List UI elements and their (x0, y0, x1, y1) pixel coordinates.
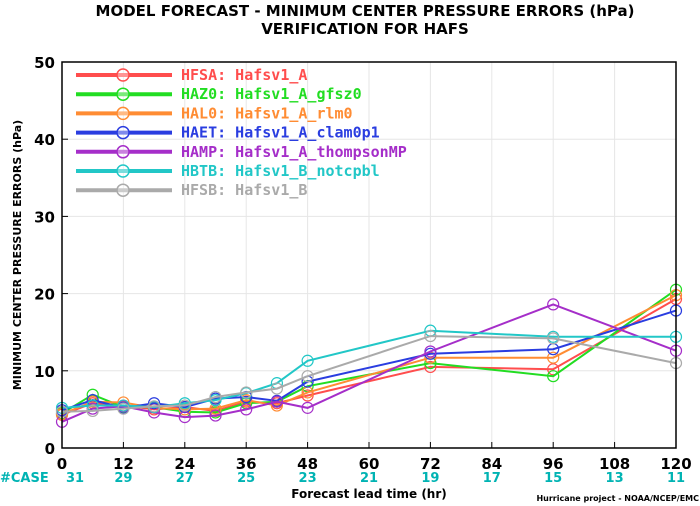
data-point (424, 345, 437, 358)
data-point (240, 386, 253, 399)
chart-subtitle: VERIFICATION FOR HAFS (261, 20, 469, 38)
x-tick-label: 48 (297, 455, 318, 473)
series-layer (55, 283, 683, 428)
data-point (148, 400, 161, 413)
legend-swatch-marker (116, 183, 130, 197)
data-point (209, 409, 222, 422)
data-point (270, 395, 283, 408)
y-tick-label: 50 (34, 54, 55, 72)
data-point (209, 406, 222, 419)
data-point (424, 329, 437, 343)
legend-item: HFSB: Hafsv1_B (76, 181, 307, 199)
y-tick-label: 20 (34, 286, 55, 304)
data-point (270, 382, 283, 395)
legend-swatch-marker (116, 87, 130, 101)
data-point (178, 399, 191, 412)
case-count: 13 (606, 471, 624, 486)
data-point (209, 390, 222, 404)
data-point (148, 397, 161, 410)
legend-label: HAMP: Hafsv1_A_thompsonMP (181, 143, 407, 161)
grid (62, 62, 676, 448)
x-tick-label: 36 (236, 455, 257, 473)
legend-label: HFSA: Hafsv1_A (181, 66, 307, 84)
case-count: 11 (667, 471, 685, 486)
y-axis-label: MINIMUM CENTER PRESSURE ERRORS (hPa) (11, 120, 24, 390)
y-axis-ticks: 0 10 20 30 40 50 (34, 54, 68, 458)
x-tick-label: 120 (660, 455, 691, 473)
credit-text: Hurricane project - NOAA/NCEP/EMC (536, 494, 699, 503)
legend-swatch-marker (116, 164, 130, 178)
case-label: #CASE (0, 471, 49, 486)
legend-swatch-marker (116, 125, 130, 140)
data-point (117, 399, 130, 412)
case-count: 29 (114, 471, 132, 486)
data-point (301, 354, 314, 367)
data-point (547, 298, 560, 311)
legend-swatch-marker (116, 145, 130, 159)
case-count: 19 (421, 471, 439, 486)
data-point (424, 360, 437, 374)
data-point (301, 401, 314, 414)
data-point (240, 394, 253, 407)
y-tick-label: 0 (45, 440, 55, 458)
data-point (240, 403, 253, 416)
case-count: 17 (483, 471, 501, 486)
data-point (547, 332, 560, 345)
y-tick-label: 10 (34, 363, 55, 381)
x-tick-label: 96 (543, 455, 564, 473)
legend-item: HFSA: Hafsv1_A (76, 66, 307, 84)
legend-item: HAZ0: Hafsv1_A_gfsz0 (76, 85, 362, 103)
legend-label: HAET: Hafsv1_A_clam0p1 (181, 124, 380, 142)
legend-item: HBTB: Hafsv1_B_notcpbl (76, 162, 380, 180)
data-point (547, 370, 560, 383)
chart-title: MODEL FORECAST - MINIMUM CENTER PRESSURE… (96, 2, 635, 20)
y-tick-label: 30 (34, 208, 55, 226)
data-point (86, 404, 99, 418)
legend-item: HAMP: Hafsv1_A_thompsonMP (76, 143, 407, 161)
case-count: 31 (66, 471, 84, 486)
case-count: 15 (544, 471, 562, 486)
data-point (209, 394, 222, 407)
legend-label: HBTB: Hafsv1_B_notcpbl (181, 162, 380, 180)
x-tick-label: 60 (359, 455, 380, 473)
case-count: 23 (299, 471, 317, 486)
x-tick-label: 24 (174, 455, 195, 473)
x-axis-ticks: 0 12 24 36 48 60 72 84 96 108 120 (57, 442, 692, 473)
legend-label: HAZ0: Hafsv1_A_gfsz0 (181, 85, 362, 103)
legend-item: HAL0: Hafsv1_A_rlm0 (76, 104, 353, 122)
x-tick-label: 72 (420, 455, 441, 473)
y-tick-label: 40 (34, 131, 55, 149)
case-count: 25 (237, 471, 255, 486)
x-tick-label: 108 (599, 455, 630, 473)
case-count-row: #CASE 31 29 27 25 23 21 19 17 15 13 11 (0, 471, 685, 486)
x-axis-label: Forecast lead time (hr) (291, 487, 447, 501)
legend-swatch-marker (116, 68, 130, 82)
x-tick-label: 0 (57, 455, 67, 473)
legend-label: HAL0: Hafsv1_A_rlm0 (181, 104, 353, 122)
x-tick-label: 84 (481, 455, 502, 473)
data-point (547, 351, 560, 364)
case-count: 27 (176, 471, 194, 486)
data-point (117, 402, 130, 415)
x-tick-label: 12 (113, 455, 134, 473)
legend-swatch-marker (116, 106, 130, 121)
legend-label: HFSB: Hafsv1_B (181, 181, 307, 199)
data-point (301, 370, 314, 383)
legend-item: HAET: Hafsv1_A_clam0p1 (76, 124, 380, 142)
case-count: 21 (360, 471, 378, 486)
